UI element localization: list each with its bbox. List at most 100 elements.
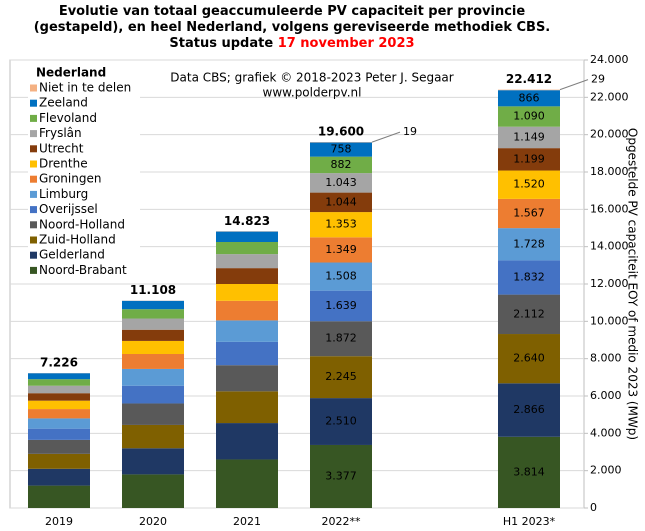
- total-label: 14.823: [224, 214, 270, 228]
- bar-segment: [498, 334, 560, 384]
- bar-segment: [498, 228, 560, 261]
- legend-title: Nederland: [36, 66, 106, 80]
- value-label: 29: [591, 73, 605, 86]
- bar-segment: [310, 192, 372, 213]
- legend-swatch: [30, 221, 37, 229]
- value-label: 2.510: [325, 415, 357, 428]
- bar-segment: [28, 379, 90, 386]
- bar-segment: [498, 198, 560, 229]
- value-label: 1.090: [513, 110, 545, 123]
- total-label: 22.412: [506, 72, 552, 86]
- legend-swatch: [30, 266, 37, 274]
- value-label: 1.872: [325, 332, 357, 345]
- y-tick-label: 6.000: [590, 389, 622, 402]
- y-tick-label: 20.000: [590, 128, 629, 141]
- bar-segment: [122, 474, 184, 508]
- bar-segment: [498, 170, 560, 199]
- legend-label: Niet in te delen: [39, 81, 131, 95]
- bar-segment: [498, 106, 560, 127]
- x-tick-label: 2020: [139, 515, 167, 528]
- legend-swatch: [30, 236, 37, 244]
- bar-segment: [310, 142, 372, 157]
- bar-segment: [310, 398, 372, 445]
- legend-swatch: [30, 190, 37, 198]
- bar-segment: [122, 329, 184, 341]
- bar-segment: [498, 260, 560, 295]
- legend-label: Overijssel: [39, 202, 98, 216]
- bar-segment: [310, 444, 372, 508]
- bar-segment: [216, 231, 278, 242]
- value-label: 1.199: [513, 152, 545, 165]
- value-label: 882: [331, 158, 352, 171]
- value-label: 758: [331, 143, 352, 156]
- legend-label: Noord-Brabant: [39, 263, 127, 277]
- legend-label: Zeeland: [39, 96, 88, 110]
- value-label: 3.377: [325, 469, 357, 482]
- bar-segment: [310, 321, 372, 357]
- bar-segment: [28, 453, 90, 469]
- x-tick-label: 2021: [233, 515, 261, 528]
- legend-label: Utrecht: [39, 141, 84, 155]
- legend-swatch: [30, 175, 37, 183]
- legend-label: Gelderland: [39, 248, 105, 262]
- value-label: 2.112: [513, 307, 545, 320]
- y-tick-label: 24.000: [590, 53, 629, 66]
- annotation: www.polderpv.nl: [263, 86, 362, 100]
- bar-segment: [216, 268, 278, 284]
- bar-segment: [122, 340, 184, 354]
- value-label: 2.866: [513, 403, 545, 416]
- bar-segment: [498, 383, 560, 437]
- legend-label: Noord-Holland: [39, 217, 125, 231]
- value-label: 1.508: [325, 270, 357, 283]
- legend-swatch: [30, 251, 37, 259]
- value-label: 1.044: [325, 195, 357, 208]
- value-label: 1.149: [513, 130, 545, 143]
- bar-segment: [28, 428, 90, 440]
- y-tick-label: 8.000: [590, 352, 622, 365]
- legend-swatch: [30, 114, 37, 122]
- bar-segment: [498, 126, 560, 149]
- y-tick-label: 14.000: [590, 240, 629, 253]
- bar-segment: [216, 423, 278, 460]
- value-label: 3.814: [513, 465, 545, 478]
- legend-swatch: [30, 84, 37, 92]
- bar-segment: [28, 418, 90, 429]
- bar-segment: [310, 262, 372, 291]
- bar-segment: [498, 294, 560, 335]
- value-label: 1.728: [513, 237, 545, 250]
- bar-segment: [310, 356, 372, 399]
- bar-segment: [216, 242, 278, 255]
- legend-swatch: [30, 99, 37, 107]
- bar-segment: [216, 391, 278, 424]
- value-label: 19: [403, 125, 417, 138]
- bar-segment: [122, 318, 184, 330]
- x-tick-label: 2019: [45, 515, 73, 528]
- y-tick-label: 10.000: [590, 314, 629, 327]
- bar-segment: [28, 468, 90, 486]
- leader-line: [371, 131, 401, 143]
- value-label: 1.520: [513, 178, 545, 191]
- bar-segment: [28, 439, 90, 454]
- bar-segment: [498, 148, 560, 171]
- title-line: Evolutie van totaal geaccumuleerde PV ca…: [59, 4, 526, 19]
- y-tick-label: 4.000: [590, 426, 622, 439]
- y-tick-label: 22.000: [590, 90, 629, 103]
- value-label: 1.567: [513, 207, 545, 220]
- bar-segment: [122, 424, 184, 449]
- bar-segment: [122, 368, 184, 386]
- legend-swatch: [30, 130, 37, 138]
- title-highlight: 17 november 2023: [278, 36, 415, 51]
- bar-segment: [122, 309, 184, 319]
- value-label: 866: [519, 91, 540, 104]
- bar-segment: [216, 365, 278, 392]
- legend-label: Drenthe: [39, 157, 88, 171]
- legend-label: Zuid-Holland: [39, 233, 116, 247]
- legend-swatch: [30, 206, 37, 214]
- title-line: (gestapeld), en heel Nederland, volgens …: [34, 20, 551, 35]
- legend-box: [28, 64, 140, 280]
- legend-label: Groningen: [39, 172, 101, 186]
- bar-segment: [122, 448, 184, 475]
- title-line: Status update: [169, 36, 277, 51]
- value-label: 2.640: [513, 352, 545, 365]
